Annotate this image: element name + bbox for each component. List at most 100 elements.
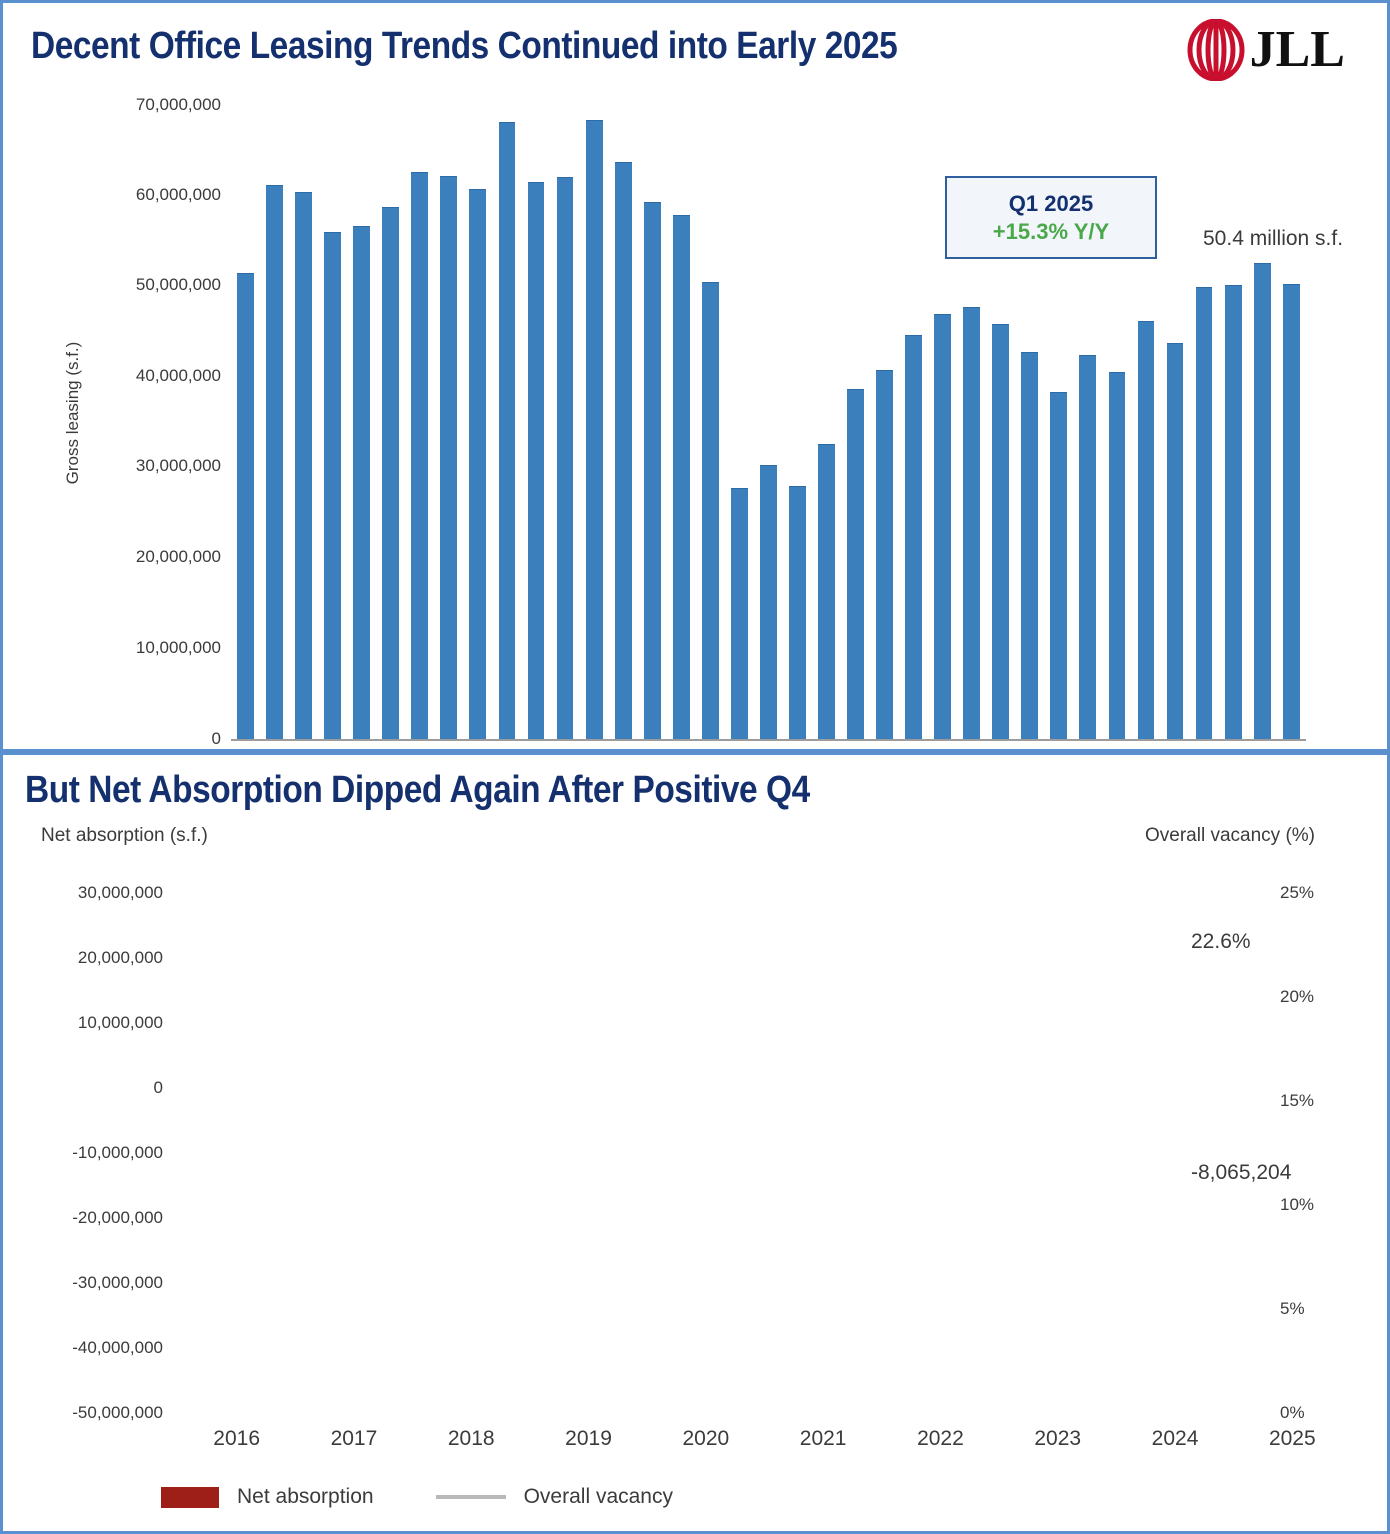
gross-leasing-bar-slot	[812, 107, 841, 739]
x-axis-tick-2018: 2018	[447, 1427, 495, 1450]
y-tick-0: 0	[211, 729, 221, 748]
gross-leasing-bar-slot	[376, 107, 405, 739]
gross-leasing-bar	[527, 181, 545, 739]
gross-leasing-bar-slot	[725, 107, 754, 739]
gross-leasing-bar-slot	[1073, 107, 1102, 739]
legend-item-net-absorption[interactable]: Net absorption	[161, 1485, 374, 1509]
jll-logo-text: JLL	[1249, 21, 1345, 78]
gross-leasing-bar	[1108, 372, 1126, 739]
gross-leasing-bar-slot	[347, 107, 376, 739]
gross-leasing-bar	[643, 201, 661, 739]
y-tick-60m: 60,000,000	[135, 185, 221, 204]
x-axis-tick-2019: 2019	[565, 1427, 612, 1450]
x-axis-tick-2023: 2023	[1034, 1427, 1082, 1450]
vac-tick-25: 25%	[1280, 883, 1315, 902]
y-tick-40m: 40,000,000	[135, 366, 221, 385]
y-tick-70m: 70,000,000	[135, 95, 221, 114]
vac-tick-20: 20%	[1280, 987, 1315, 1006]
callout-change: +15.3% Y/Y	[992, 218, 1110, 244]
gross-leasing-bar-slot	[580, 107, 609, 739]
gross-leasing-bar-slot	[463, 107, 492, 739]
gross-leasing-bar	[440, 175, 458, 739]
x-axis-line-top	[231, 739, 1306, 741]
x-axis-tick-2016: 2016	[213, 1427, 260, 1450]
gross-leasing-bar-slot	[841, 107, 870, 739]
vac-tick-5: 5%	[1280, 1299, 1305, 1318]
gross-leasing-bar	[324, 231, 342, 739]
gross-leasing-bar	[1050, 392, 1068, 739]
gross-leasing-bar-slot	[667, 107, 696, 739]
vacancy-final-annotation: 22.6%	[1191, 930, 1251, 953]
legend-item-overall-vacancy[interactable]: Overall vacancy	[435, 1485, 673, 1509]
y2-tick-30m: 30,000,000	[77, 883, 163, 902]
gross-leasing-bar-slot	[260, 107, 289, 739]
gross-leasing-bar-slot	[1131, 107, 1160, 739]
gross-leasing-bar-slot	[696, 107, 725, 739]
gross-leasing-bar-slot	[1190, 107, 1219, 739]
gross-leasing-bar-slot	[521, 107, 550, 739]
gross-leasing-bar	[1224, 284, 1242, 739]
gross-leasing-bar	[876, 369, 893, 739]
gross-leasing-bar-slot	[870, 107, 899, 739]
gross-leasing-bar-slot	[986, 107, 1015, 739]
x-axis-tick-2022: 2022	[917, 1427, 964, 1450]
vac-tick-10: 10%	[1280, 1195, 1315, 1214]
gross-leasing-bar	[1282, 283, 1300, 739]
x-axis-tick-2025: 2025	[1268, 1427, 1316, 1450]
gross-leasing-bar	[498, 122, 516, 739]
gross-leasing-bar	[730, 488, 748, 739]
y-tick-30m: 30,000,000	[135, 456, 221, 475]
gross-leasing-bar-slot	[1102, 107, 1131, 739]
gross-leasing-bar-slot	[551, 107, 580, 739]
gross-leasing-bar-slot	[1044, 107, 1073, 739]
gross-leasing-bar-slot	[783, 107, 812, 739]
gross-leasing-bar	[556, 177, 574, 739]
gross-leasing-bar-slot	[928, 107, 957, 739]
legend-swatch-net-absorption	[161, 1486, 219, 1508]
gross-leasing-bar	[672, 215, 690, 739]
gross-leasing-bar	[934, 313, 952, 739]
panel-net-absorption: But Net Absorption Dipped Again After Po…	[0, 752, 1390, 1534]
gross-leasing-bar-slot	[231, 107, 260, 739]
gross-leasing-bar	[847, 388, 864, 739]
page-title-gross-leasing: Decent Office Leasing Trends Continued i…	[31, 25, 898, 67]
gross-leasing-bar-slot	[1248, 107, 1277, 739]
y-axis-label-gross-leasing: Gross leasing (s.f.)	[63, 341, 82, 485]
gross-leasing-bar-slot	[1277, 107, 1306, 739]
x-axis-tick-2020: 2020	[682, 1427, 730, 1450]
y-tick-10m: 10,000,000	[135, 638, 221, 657]
gross-leasing-bar	[992, 323, 1010, 739]
gross-leasing-bar	[469, 189, 487, 739]
gross-leasing-bar	[266, 184, 283, 739]
right-axis-label-overall-vacancy: Overall vacancy (%)	[1145, 825, 1315, 846]
gross-leasing-bar	[905, 335, 923, 739]
y2-tick-10m: 10,000,000	[77, 1013, 163, 1032]
gross-leasing-bar-slot	[1161, 107, 1190, 739]
gross-leasing-bar-slot	[289, 107, 318, 739]
vac-tick-15: 15%	[1280, 1091, 1315, 1110]
gross-leasing-bar	[759, 465, 777, 739]
absorption-final-annotation: -8,065,204	[1191, 1161, 1292, 1184]
callout-period: Q1 2025	[1008, 190, 1094, 216]
chart-legend: Net absorption Overall vacancy	[161, 1485, 673, 1509]
gross-leasing-bar	[614, 162, 632, 739]
gross-leasing-bar-slot	[754, 107, 783, 739]
gross-leasing-bar	[411, 172, 429, 739]
gross-leasing-plot	[231, 107, 1306, 741]
gross-leasing-bar	[1166, 342, 1184, 739]
gross-leasing-bar-slot	[957, 107, 986, 739]
gross-leasing-bar-slot	[899, 107, 928, 739]
x-axis-tick-2021: 2021	[799, 1427, 847, 1450]
gross-leasing-bar-slot	[405, 107, 434, 739]
gross-leasing-bar	[382, 207, 400, 739]
vac-tick-0: 0%	[1280, 1403, 1305, 1422]
x-axis-tick-2024: 2024	[1151, 1427, 1199, 1450]
jll-globe-icon	[1187, 19, 1245, 81]
gross-leasing-bar-slot	[1219, 107, 1248, 739]
gross-leasing-bar	[237, 273, 254, 739]
y2-tick-neg10m: -10,000,000	[72, 1143, 163, 1162]
gross-leasing-bar	[818, 443, 835, 739]
left-axis-label-net-absorption: Net absorption (s.f.)	[41, 825, 208, 846]
x-axis-tick-2017: 2017	[330, 1427, 378, 1450]
